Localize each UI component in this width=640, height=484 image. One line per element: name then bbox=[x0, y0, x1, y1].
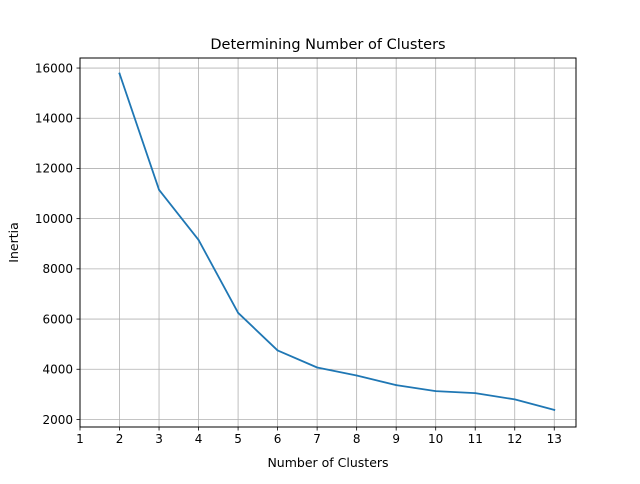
y-tick-label: 10000 bbox=[35, 212, 73, 226]
data-point bbox=[434, 390, 437, 393]
x-tick-label: 5 bbox=[234, 432, 242, 446]
x-tick-label: 1 bbox=[76, 432, 84, 446]
data-point bbox=[276, 349, 279, 352]
x-tick-label: 12 bbox=[507, 432, 522, 446]
x-tick-label: 8 bbox=[353, 432, 361, 446]
y-tick-label: 12000 bbox=[35, 162, 73, 176]
x-axis-label: Number of Clusters bbox=[267, 455, 388, 470]
x-tick-label: 11 bbox=[468, 432, 483, 446]
y-axis: 2000 4000 6000 8000 10000 12000 14000 16000 bbox=[35, 61, 80, 427]
data-point bbox=[118, 72, 121, 75]
x-tick-label: 13 bbox=[547, 432, 562, 446]
x-tick-label: 4 bbox=[195, 432, 203, 446]
data-point bbox=[355, 374, 358, 377]
x-tick-label: 3 bbox=[155, 432, 163, 446]
x-tick-label: 7 bbox=[313, 432, 321, 446]
data-point bbox=[158, 188, 160, 191]
series-layer bbox=[118, 72, 556, 412]
y-tick-label: 16000 bbox=[35, 61, 73, 75]
y-tick-label: 4000 bbox=[42, 363, 73, 377]
x-tick-label: 6 bbox=[274, 432, 282, 446]
data-point bbox=[395, 384, 398, 386]
plot-frame bbox=[79, 57, 577, 428]
y-tick-label: 14000 bbox=[35, 112, 73, 126]
chart-title: Determining Number of Clusters bbox=[210, 37, 445, 53]
x-tick-label: 2 bbox=[116, 432, 124, 446]
data-point bbox=[197, 239, 200, 241]
y-tick-label: 2000 bbox=[42, 413, 73, 427]
y-axis-label: Inertia bbox=[6, 222, 21, 262]
x-axis: 1 2 3 4 5 6 7 8 9 10 11 12 13 bbox=[76, 427, 562, 446]
y-tick-label: 8000 bbox=[42, 262, 73, 276]
data-point bbox=[553, 409, 556, 411]
x-tick-label: 10 bbox=[428, 432, 443, 446]
data-point bbox=[237, 311, 239, 314]
y-tick-label: 6000 bbox=[42, 312, 73, 326]
series-line bbox=[118, 72, 556, 412]
data-point bbox=[316, 366, 319, 369]
data-point bbox=[513, 398, 516, 401]
plot-area bbox=[80, 58, 576, 427]
x-tick-label: 9 bbox=[392, 432, 400, 446]
data-point bbox=[474, 392, 477, 395]
